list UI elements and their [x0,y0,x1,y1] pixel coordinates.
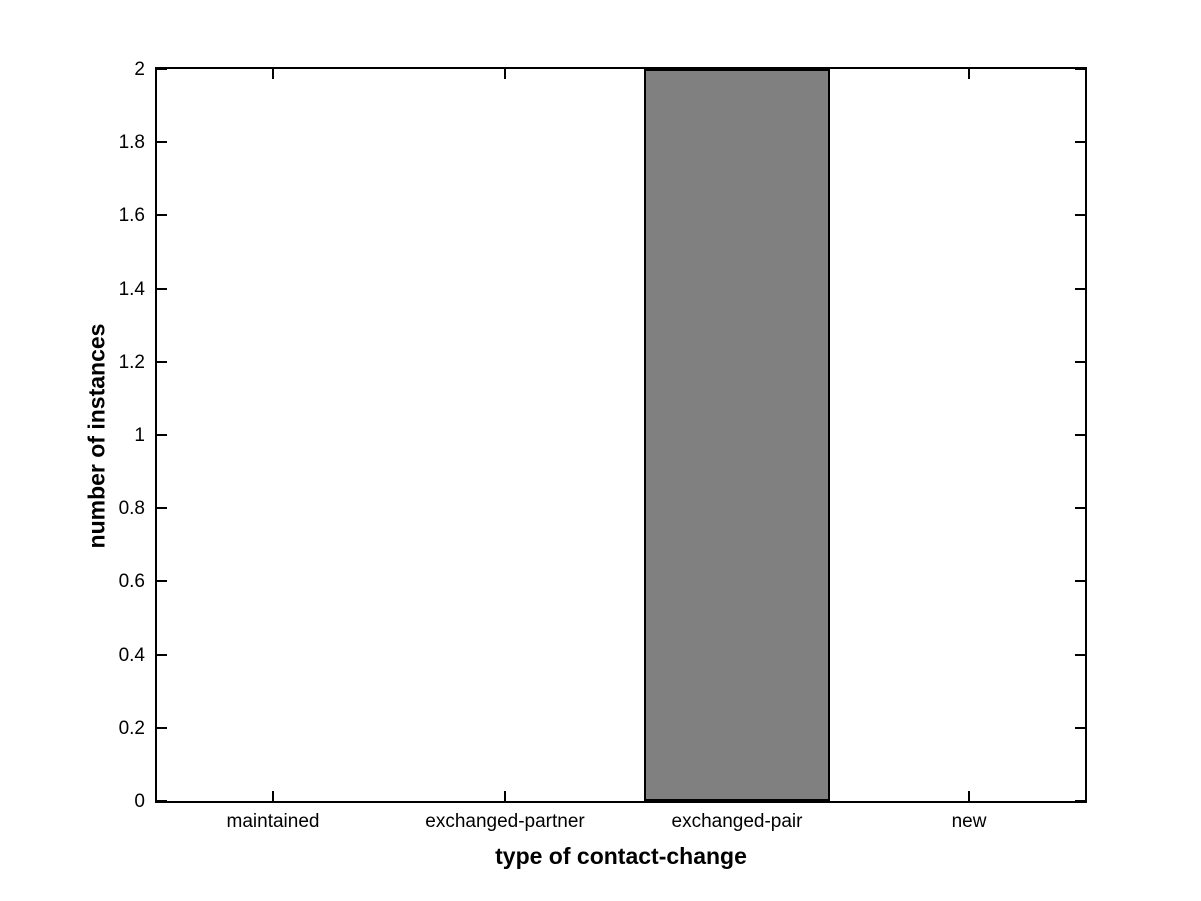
y-axis-tick-left [157,800,167,802]
x-axis-tick-label: exchanged-pair [671,811,803,832]
y-axis-tick-label: 1 [134,425,145,446]
y-axis-tick-left [157,141,167,144]
x-axis-label: type of contact-change [495,843,747,869]
y-axis-tick-right [1075,653,1085,656]
y-axis-tick-right [1075,507,1085,510]
y-axis-tick-label: 0 [134,791,145,812]
x-axis-tick-label: new [951,811,987,832]
y-axis-tick-label: 1.8 [118,132,145,154]
y-axis-tick-left [157,360,167,363]
y-axis-tick-label: 1.6 [118,205,145,227]
y-axis-tick-left [157,580,167,583]
y-axis-tick-label: 1.4 [118,278,145,300]
y-axis-tick-right [1075,800,1085,802]
y-axis-tick-right [1075,141,1085,144]
y-axis-tick-right [1075,726,1085,729]
y-axis-tick-right [1075,360,1085,363]
y-axis-tick-right [1075,580,1085,583]
x-axis-tick-bottom [504,791,506,801]
x-axis-tick-label: maintained [226,811,320,832]
y-axis-tick-left [157,68,167,70]
plot-area [155,67,1087,803]
y-axis-tick-left [157,726,167,729]
x-axis-tick-label: exchanged-partner [425,811,585,832]
y-axis-tick-right [1075,214,1085,217]
y-axis-tick-left [157,214,167,217]
y-axis-tick-right [1075,434,1085,436]
y-axis-tick-label: 2 [134,59,145,80]
x-axis-tick-top [272,69,274,79]
y-axis-tick-left [157,507,167,510]
x-axis-tick-bottom [272,791,274,801]
y-axis-tick-left [157,434,167,436]
bar-exchanged-pair [644,69,830,801]
y-axis-tick-right [1075,68,1085,70]
y-axis-tick-label: 0.8 [118,498,145,520]
x-axis-tick-bottom [968,791,970,801]
y-axis-tick-label: 0.2 [118,717,145,739]
y-axis-tick-label: 1.2 [118,351,145,373]
y-axis-tick-label: 0.4 [118,644,145,666]
y-axis-tick-right [1075,287,1085,290]
y-axis-tick-left [157,287,167,290]
x-axis-tick-top [504,69,506,79]
y-axis-tick-label: 0.6 [118,571,145,593]
x-axis-tick-top [968,69,970,79]
y-axis-tick-left [157,653,167,656]
